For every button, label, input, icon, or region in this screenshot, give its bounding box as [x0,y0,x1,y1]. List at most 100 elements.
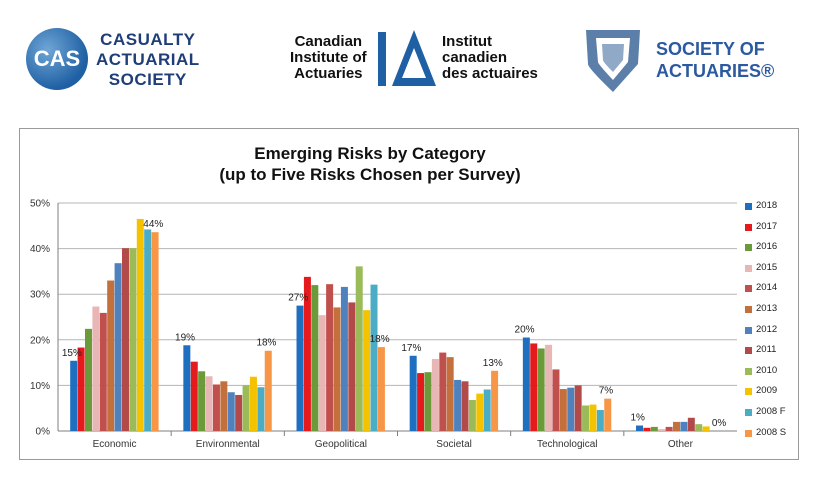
legend-swatch [745,388,752,396]
soa-wordmark: SOCIETY OF ACTUARIES® [656,38,774,82]
bar [483,389,491,431]
bar [596,410,604,431]
bar [235,394,243,431]
bar-chart: 0% 10% 20% 30% 40% 50% Economic 15% 44% Environme… [30,199,737,450]
bar [151,232,159,431]
bar [333,307,341,431]
legend-label: 2011 [756,344,777,356]
bar [303,276,311,431]
data-label: 18% [370,334,390,345]
bar [695,424,703,431]
cia-wordmark-line: Institute of [290,49,367,66]
data-label: 19% [175,332,195,343]
bar [702,426,710,431]
bar [340,286,348,431]
bar [377,347,385,431]
y-tick-label: 50% [30,199,50,210]
chart-frame: Emerging Risks by Category (up to Five R… [19,128,799,460]
bar [205,376,213,431]
bar [107,280,115,431]
logo-strip: CAS CASUALTY ACTUARIAL SOCIETY Canadian … [0,0,817,110]
soa-shield-icon [586,30,640,92]
bar [99,312,107,431]
bar [77,347,85,431]
cas-emblem-icon [26,28,88,90]
bar [687,417,695,431]
bar [589,404,597,431]
legend-item: 2011 [745,340,797,361]
bar [257,387,265,431]
cas-logo: CAS CASUALTY ACTUARIAL SOCIETY [26,24,256,94]
bar [249,376,257,431]
legend-swatch [745,285,752,293]
bar [424,372,432,431]
legend-label: 2013 [756,302,778,314]
bar [680,421,688,431]
bar [574,385,582,431]
cia-wordmark-line: Institut [442,33,492,50]
legend-label: 2008 S [756,426,787,438]
cas-wordmark: CASUALTY ACTUARIAL SOCIETY [96,30,200,90]
bar [545,344,553,431]
legend-swatch [745,203,752,210]
cia-wordmark-line: canadien [442,49,508,66]
legend-label: 2017 [756,220,778,232]
bar [567,387,575,431]
legend-item: 2013 [745,299,797,320]
legend-label: 2016 [756,241,778,253]
bar [409,355,417,431]
cia-wordmark-line: Canadian [294,33,363,50]
legend-swatch [745,326,752,334]
bar [296,305,304,431]
legend-swatch [745,347,752,355]
bar [552,369,560,431]
bar [92,306,100,431]
soa-wordmark-line: SOCIETY OF [656,39,765,59]
y-tick-label: 20% [30,335,50,346]
data-label: 7% [599,386,614,397]
bar [665,426,673,431]
bar [363,310,371,431]
cia-wordmark-en: Canadian Institute of Actuaries [290,34,367,82]
legend-item: 2015 [745,258,797,279]
bar [370,284,378,431]
bar [582,405,590,431]
bar [491,370,499,431]
bar [212,384,220,431]
legend-swatch [745,408,752,416]
bar [348,302,356,431]
bar [454,379,462,431]
data-label: 0% [712,418,727,429]
bar [476,393,484,431]
legend-swatch [745,305,752,313]
bar [70,360,78,431]
legend-swatch [745,367,752,375]
bar [468,399,476,431]
bar [198,371,206,431]
cas-wordmark-line: CASUALTY [100,30,196,49]
data-label: 13% [483,358,503,369]
bar [431,358,439,431]
legend-item: 2018 [745,196,797,217]
bar [311,285,319,431]
bar [604,398,612,431]
data-label: 44% [143,219,163,230]
bar [673,421,681,431]
soa-wordmark-line: ACTUARIES® [656,61,775,81]
x-tick-label: Technological [537,439,598,450]
bar [144,229,152,431]
cas-wordmark-line: SOCIETY [108,70,187,89]
chart-title-block: Emerging Risks by Category (up to Five R… [20,143,720,185]
bar [183,345,191,431]
x-tick-label: Environmental [196,439,260,450]
legend-swatch [745,264,752,272]
bar [522,337,530,431]
x-tick-label: Economic [93,439,137,450]
bar [318,315,326,431]
bar [190,361,198,431]
data-label: 1% [630,413,645,424]
cia-wordmark-line: Actuaries [294,65,363,82]
legend-item: 2009 [745,381,797,402]
legend-swatch [745,429,752,437]
bar [559,389,567,431]
